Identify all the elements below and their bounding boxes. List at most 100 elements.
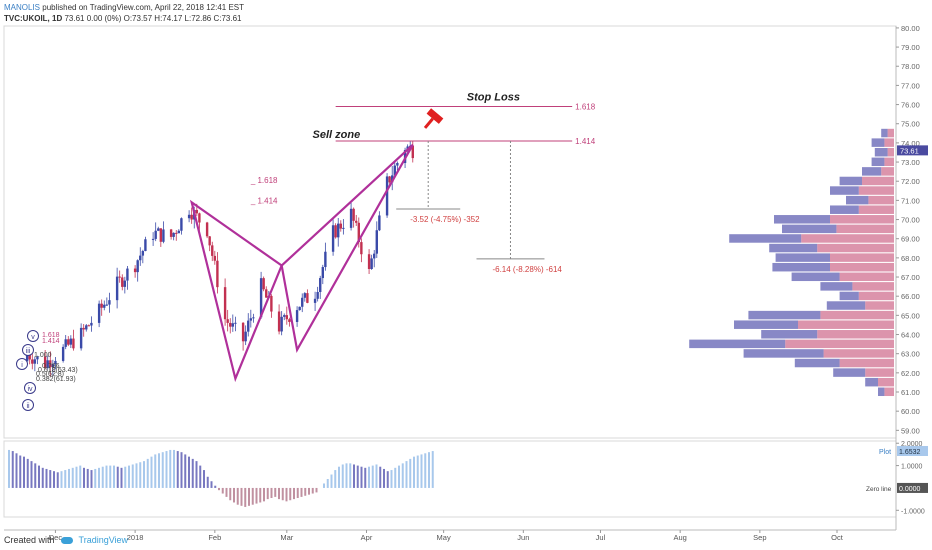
price-tick-label: 62.00 — [901, 369, 920, 378]
candle-body — [306, 293, 309, 303]
volume-profile-sell-bar — [884, 157, 894, 167]
oscillator-bar — [233, 487, 235, 503]
candle-body — [367, 254, 371, 270]
price-tick-label: 80.00 — [901, 24, 920, 33]
oscillator-bar — [259, 487, 262, 503]
oscillator-bar — [105, 465, 108, 488]
volume-profile-sell-bar — [865, 301, 894, 310]
oscillator-bar — [255, 487, 258, 504]
candle-body — [285, 315, 289, 320]
oscillator-bar — [38, 465, 40, 488]
oscillator-bar — [146, 458, 149, 488]
oscillator-bar — [379, 466, 382, 488]
volume-profile-sell-bar — [884, 387, 894, 397]
volume-profile-buy-bar — [839, 176, 862, 186]
candle-body — [313, 298, 317, 303]
candle-body — [270, 295, 273, 312]
time-tick-label: Aug — [673, 533, 686, 542]
osc-plot-value: 1.6532 — [899, 449, 921, 456]
tradingview-link[interactable]: TradingView — [78, 535, 129, 545]
wave-label: iii — [26, 348, 31, 355]
oscillator-bar — [8, 449, 10, 488]
osc-zero-badge — [897, 482, 928, 493]
volume-profile-buy-bar — [729, 234, 802, 243]
wave-label: iv — [27, 386, 33, 393]
fib-1414-label: 1.414 — [575, 137, 596, 146]
candle-body — [43, 356, 47, 368]
oscillator-bar — [221, 487, 224, 494]
oscillator-bar — [116, 466, 119, 488]
oscillator-bar — [431, 451, 434, 488]
price-tick-label: 67.00 — [901, 273, 920, 282]
candle-body — [151, 238, 155, 240]
candle-body — [373, 253, 376, 259]
candle-body — [352, 208, 355, 221]
oscillator-bar — [199, 465, 202, 488]
oscillator-bar — [124, 466, 127, 488]
created-with-text: Created with — [4, 535, 55, 545]
candle-body — [280, 316, 283, 332]
oscillator-bar — [139, 462, 142, 488]
volume-profile-sell-bar — [887, 128, 894, 138]
oscillator-bar — [154, 454, 157, 488]
oscillator-bar — [11, 451, 14, 488]
volume-profile-sell-bar — [801, 234, 894, 243]
candle-body — [331, 225, 335, 252]
volume-profile-buy-bar — [734, 320, 798, 329]
oscillator-bar — [98, 467, 100, 488]
oscillator-bar — [195, 461, 198, 488]
mini-fib-label: 0.618(63.43) — [38, 367, 78, 374]
candle-body — [349, 208, 353, 228]
candle-body — [357, 222, 360, 243]
oscillator-bar — [326, 479, 329, 488]
oscillator-bar — [184, 454, 187, 488]
candle-body — [103, 304, 106, 308]
oscillator-bar — [251, 487, 254, 505]
author-link[interactable]: MANOLIS — [4, 3, 41, 12]
wave-label: ii — [26, 403, 30, 410]
oscillator-bar — [49, 470, 52, 488]
mini-fib-label: 0.786 — [42, 363, 60, 370]
candle-body — [303, 293, 307, 298]
oscillator-bar — [285, 487, 288, 502]
candle-body — [378, 215, 381, 231]
candle-body — [90, 322, 93, 326]
wave-label-circle — [22, 399, 34, 411]
oscillator-bar — [53, 471, 55, 488]
candle-body — [231, 323, 235, 327]
oscillator-bar — [41, 467, 44, 488]
oscillator-bar — [330, 474, 333, 488]
candle-body — [241, 322, 245, 342]
price-tick-label: 79.00 — [901, 43, 920, 52]
osc-tick-label: -1.0000 — [901, 508, 925, 515]
time-tick-label: 2018 — [127, 533, 144, 542]
volume-profile-sell-bar — [817, 330, 894, 339]
volume-profile-sell-bar — [836, 224, 894, 234]
volume-profile-sell-bar — [830, 215, 894, 224]
volume-profile-sell-bar — [868, 195, 894, 205]
oscillator-bar — [94, 468, 97, 488]
volume-profile-sell-bar — [858, 205, 894, 214]
main-pane-frame — [3, 25, 897, 439]
oscillator-bar — [143, 461, 145, 488]
volume-profile-sell-bar — [862, 176, 894, 186]
footer: Created with TradingView — [4, 535, 128, 545]
oscillator-bar — [188, 456, 190, 488]
oscillator-bar — [240, 487, 243, 506]
price-tick-label: 72.00 — [901, 177, 920, 186]
oscillator-bar — [34, 463, 37, 488]
candle-body — [72, 338, 75, 349]
candle-body — [321, 267, 324, 279]
candle-body — [324, 251, 327, 268]
price-tick-label: 65.00 — [901, 311, 920, 320]
volume-profile-buy-bar — [846, 195, 869, 205]
candle-body — [139, 255, 142, 261]
oscillator-bar — [236, 487, 239, 505]
wave-label-circle — [16, 358, 28, 370]
candle-body — [342, 227, 345, 229]
oscillator-bar — [173, 449, 175, 488]
oscillator-bar — [161, 452, 164, 488]
candle-body — [226, 319, 229, 323]
oscillator-bar — [341, 464, 344, 488]
